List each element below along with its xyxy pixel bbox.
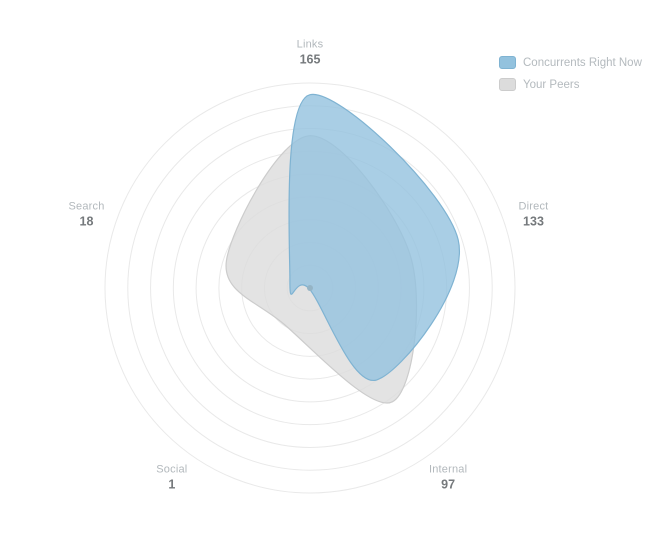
grid-ring (104, 82, 516, 494)
legend-item-your-peers[interactable]: Your Peers (499, 78, 642, 91)
legend-label: Your Peers (523, 78, 580, 91)
center-dot-icon (307, 285, 313, 291)
series-area-concurrents-right-now[interactable] (288, 94, 461, 381)
legend-swatch-icon (499, 78, 516, 91)
legend-item-concurrents-right-now[interactable]: Concurrents Right Now (499, 56, 642, 69)
legend: Concurrents Right Now Your Peers (499, 56, 642, 100)
legend-swatch-icon (499, 56, 516, 69)
legend-label: Concurrents Right Now (523, 56, 642, 69)
